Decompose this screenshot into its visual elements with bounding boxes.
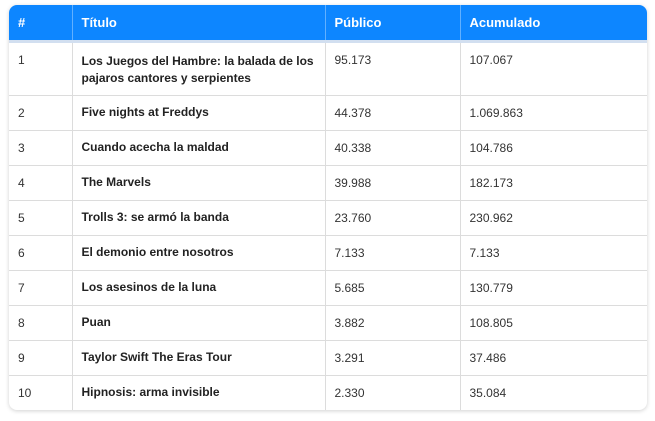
table-row: 7 Los asesinos de la luna 5.685 130.779 <box>9 270 647 305</box>
cumulative-cell: 108.805 <box>469 315 513 330</box>
title-cell: Puan <box>72 305 326 340</box>
audience-cell: 7.133 <box>325 235 461 270</box>
title-cell: Cuando acecha la maldad <box>72 130 326 165</box>
audience-cell: 39.988 <box>325 165 461 200</box>
audience-cell: 5.685 <box>325 270 461 305</box>
audience-cell: 40.338 <box>325 130 461 165</box>
rank-cell: 7 <box>9 270 73 305</box>
audience-cell: 3.291 <box>325 340 461 375</box>
title-cell: Los asesinos de la luna <box>72 270 326 305</box>
rank-cell: 6 <box>9 235 73 270</box>
column-header-number: # <box>9 5 73 41</box>
cumulative-cell: 7.133 <box>469 245 500 260</box>
table-row: 4 The Marvels 39.988 182.173 <box>9 165 647 200</box>
cumulative-cell: 107.067 <box>469 52 513 67</box>
ranking-table: # Título Público Acumulado 1 Los Juegos … <box>9 5 647 410</box>
table-row: 8 Puan 3.882 108.805 <box>9 305 647 340</box>
rank-cell: 3 <box>9 130 73 165</box>
rank-cell: 5 <box>9 200 73 235</box>
title-cell: Trolls 3: se armó la banda <box>72 200 326 235</box>
rank-cell: 8 <box>9 305 73 340</box>
table-header: # Título Público Acumulado <box>9 5 647 41</box>
cumulative-cell: 35.084 <box>469 385 507 400</box>
cumulative-cell: 230.962 <box>469 210 513 225</box>
column-header-title: Título <box>72 5 326 41</box>
table-row: 2 Five nights at Freddys 44.378 1.069.86… <box>9 95 647 130</box>
column-header-cumulative: Acumulado <box>469 14 541 30</box>
cumulative-cell: 104.786 <box>469 140 513 155</box>
table-header-row: # Título Público Acumulado <box>9 5 647 41</box>
rank-cell: 9 <box>9 340 73 375</box>
title-cell: The Marvels <box>72 165 326 200</box>
audience-cell: 2.330 <box>325 375 461 410</box>
cumulative-cell: 37.486 <box>469 350 507 365</box>
rank-cell: 10 <box>9 375 73 410</box>
title-cell: Five nights at Freddys <box>72 95 326 130</box>
cumulative-cell: 182.173 <box>469 175 513 190</box>
audience-cell: 23.760 <box>325 200 461 235</box>
table-row: 5 Trolls 3: se armó la banda 23.760 230.… <box>9 200 647 235</box>
table-body: 1 Los Juegos del Hambre: la balada de lo… <box>9 41 647 410</box>
title-cell: Hipnosis: arma invisible <box>72 375 326 410</box>
table-row: 1 Los Juegos del Hambre: la balada de lo… <box>9 41 647 95</box>
rank-cell: 1 <box>9 41 73 95</box>
cumulative-cell: 1.069.863 <box>469 105 523 120</box>
column-header-audience: Público <box>325 5 461 41</box>
title-cell: El demonio entre nosotros <box>72 235 326 270</box>
ranking-table-card: # Título Público Acumulado 1 Los Juegos … <box>9 5 647 410</box>
table-row: 9 Taylor Swift The Eras Tour 3.291 37.48… <box>9 340 647 375</box>
title-cell: Taylor Swift The Eras Tour <box>72 340 326 375</box>
rank-cell: 2 <box>9 95 73 130</box>
cumulative-cell: 130.779 <box>469 280 513 295</box>
table-row: 3 Cuando acecha la maldad 40.338 104.786 <box>9 130 647 165</box>
audience-cell: 95.173 <box>325 41 461 95</box>
table-row: 10 Hipnosis: arma invisible 2.330 35.084 <box>9 375 647 410</box>
rank-cell: 4 <box>9 165 73 200</box>
table-row: 6 El demonio entre nosotros 7.133 7.133 <box>9 235 647 270</box>
audience-cell: 3.882 <box>325 305 461 340</box>
title-cell: Los Juegos del Hambre: la balada de los … <box>72 41 326 95</box>
audience-cell: 44.378 <box>325 95 461 130</box>
